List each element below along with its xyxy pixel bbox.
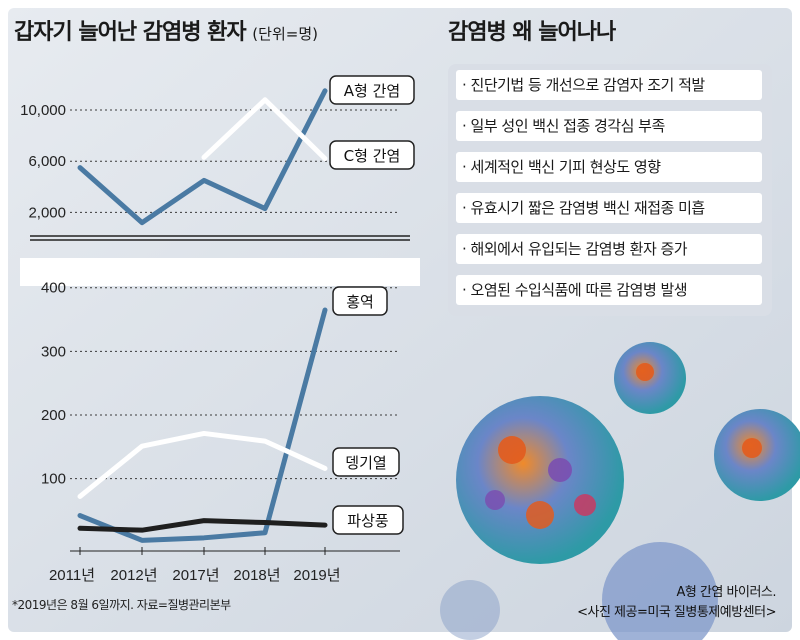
reason-item: · 일부 성인 백신 접종 경각심 부족 — [456, 111, 762, 141]
y-tick-label: 200 — [41, 407, 66, 424]
y-tick-label: 400 — [41, 280, 66, 297]
y-tick-label: 10,000 — [20, 102, 66, 119]
series-label-text: 홍역 — [346, 293, 374, 311]
series-label-box — [332, 286, 388, 316]
axis-break-band — [20, 258, 420, 286]
x-axis: 2011년 2012년 2017년 2018년 2019년 — [30, 235, 410, 584]
photo-caption-line: <사진 제공=미국 질병통제예방센터> — [577, 605, 776, 620]
reason-item: · 해외에서 유입되는 감염병 환자 증가 — [456, 234, 762, 264]
photo-caption: A형 간염 바이러스. <사진 제공=미국 질병통제예방센터> — [577, 583, 776, 623]
series-label-text: 파상풍 — [347, 512, 388, 530]
series-line-3 — [77, 518, 328, 533]
chart-title: 갑자기 늘어난 감염병 환자 (단위=명) — [14, 14, 318, 46]
series-label-box — [329, 75, 415, 105]
series-line-2 — [77, 430, 328, 499]
footnote: *2019년은 8월 6일까지. 자료=질병관리본부 — [12, 598, 231, 612]
photo-caption-line: A형 간염 바이러스. — [676, 585, 776, 600]
series-label-text: C형 간염 — [344, 147, 401, 165]
series-label-text: A형 간염 — [344, 82, 400, 100]
y-tick-label: 6,000 — [28, 153, 66, 170]
series-label-text: 뎅기열 — [345, 454, 386, 472]
virus-photo-illustration — [440, 342, 800, 640]
series-line-1 — [77, 307, 328, 543]
series-label-box — [329, 140, 415, 170]
x-tick-label: 2011년 — [49, 567, 95, 584]
reason-item: · 세계적인 백신 기피 현상도 영향 — [456, 152, 762, 182]
series-label: A형 간염 — [329, 75, 415, 105]
reasons-title: 감염병 왜 늘어나나 — [448, 20, 616, 45]
y-tick-label: 2,000 — [28, 204, 66, 221]
reason-item: · 오염된 수입식품에 따른 감염병 발생 — [456, 275, 762, 305]
series-label-box — [332, 447, 400, 477]
series-label: 홍역 — [332, 286, 388, 316]
series-label: C형 간염 — [329, 140, 415, 170]
series-label: 뎅기열 — [332, 447, 400, 477]
plot-upper: 2,000 6,000 10,000 A형 간염 C형 간염 — [20, 75, 415, 226]
y-tick-label: 300 — [41, 343, 66, 360]
x-tick-label: 2018년 — [233, 567, 280, 584]
x-tick-label: 2019년 — [293, 567, 340, 584]
reason-item: · 유효시기 짧은 감염병 백신 재접종 미흡 — [456, 193, 762, 223]
x-tick-label: 2017년 — [172, 567, 219, 584]
chart-title-text: 갑자기 늘어난 감염병 환자 — [14, 20, 247, 45]
reason-item: · 진단기법 등 개선으로 감염자 조기 적발 — [456, 70, 762, 100]
series-line-2 — [201, 97, 328, 162]
unit-label: (단위=명) — [252, 25, 318, 43]
y-tick-label: 100 — [41, 471, 66, 488]
x-tick-label: 2012년 — [110, 567, 157, 584]
reasons-box: · 진단기법 등 개선으로 감염자 조기 적발 · 일부 성인 백신 접종 경각… — [448, 64, 772, 316]
series-label: 파상풍 — [332, 505, 404, 535]
series-line-1 — [77, 88, 328, 226]
series-label-box — [332, 505, 404, 535]
